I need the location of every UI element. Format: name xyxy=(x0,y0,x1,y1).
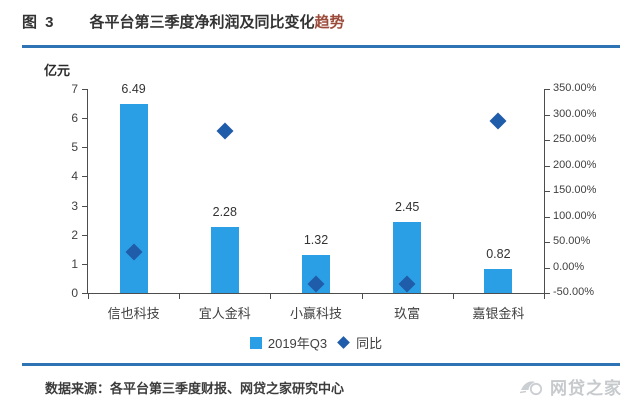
x-axis-tick xyxy=(88,294,89,299)
left-axis-tick-label: 0 xyxy=(71,286,78,300)
x-axis-tick xyxy=(270,294,272,299)
x-axis-tick xyxy=(361,294,363,299)
top-divider xyxy=(22,45,620,48)
bar xyxy=(210,226,239,293)
figure-title: 图 3 各平台第三季度净利润及同比变化趋势 xyxy=(22,11,345,32)
legend-item-bar-swatch xyxy=(249,336,262,349)
bar xyxy=(484,269,513,293)
right-axis-tick xyxy=(545,89,550,90)
right-axis-tick xyxy=(545,165,550,167)
left-y-axis-line xyxy=(87,89,88,293)
right-axis-tick xyxy=(545,216,550,218)
right-axis-tick xyxy=(545,140,550,141)
category-label: 嘉银金科 xyxy=(472,306,525,321)
category-label: 信也科技 xyxy=(107,306,160,321)
legend-item-bar-label: 2019年Q3 xyxy=(267,336,328,351)
category-label: 玖富 xyxy=(394,306,421,321)
right-axis-tick-label: -50.00% xyxy=(553,286,594,298)
left-axis-tick-label: 5 xyxy=(71,140,78,155)
left-axis-tick-label: 4 xyxy=(71,169,78,184)
left-axis-tick-label: 6 xyxy=(71,111,78,126)
right-axis-tick-label: 350.00% xyxy=(553,82,597,94)
yoy-diamond-marker xyxy=(489,112,507,130)
right-axis-tick xyxy=(545,114,550,116)
right-y-axis-line xyxy=(544,89,545,293)
left-axis-tick xyxy=(82,293,87,294)
bar-value-label: 2.45 xyxy=(395,199,420,214)
right-axis-tick-label: 50.00% xyxy=(553,235,591,247)
right-axis-tick-label: 100.00% xyxy=(553,209,597,222)
right-axis-tick-label: 300.00% xyxy=(553,107,597,120)
right-axis-tick xyxy=(545,242,550,243)
legend-item-yoy-swatch xyxy=(337,336,350,349)
figure-title-highlight: 趋势 xyxy=(314,14,345,31)
figure-number: 图 3 xyxy=(22,14,56,31)
x-axis-tick xyxy=(544,294,545,299)
wdzj-logo-icon xyxy=(519,380,543,395)
bar xyxy=(119,103,148,293)
left-axis-tick-label: 1 xyxy=(71,256,78,271)
figure-title-text: 各平台第三季度净利润及同比变化 xyxy=(89,14,315,31)
watermark: 网贷之家 xyxy=(519,374,622,399)
category-label: 宜人金科 xyxy=(198,306,251,321)
right-axis-tick xyxy=(545,293,550,294)
right-axis-tick xyxy=(545,191,550,192)
right-axis-tick-label: 150.00% xyxy=(553,184,597,196)
bar-value-label: 6.49 xyxy=(121,81,146,96)
left-axis-tick-label: 3 xyxy=(71,198,78,213)
left-axis-tick-label: 7 xyxy=(71,82,78,96)
bottom-divider xyxy=(22,363,620,366)
left-axis-tick xyxy=(82,89,87,90)
left-axis-tick xyxy=(82,147,87,149)
legend-item-bar: 2019年Q3 xyxy=(249,333,328,352)
left-axis-tick xyxy=(82,234,87,236)
left-axis-tick xyxy=(82,118,87,120)
right-axis-tick xyxy=(545,267,550,269)
category-label: 小赢科技 xyxy=(289,306,342,321)
right-axis-tick-label: 200.00% xyxy=(553,158,597,171)
left-axis-unit-label: 亿元 xyxy=(44,63,71,78)
right-axis-tick-label: 0.00% xyxy=(553,260,585,273)
left-axis-tick xyxy=(82,205,87,207)
x-axis-tick xyxy=(452,294,454,299)
bar-value-label: 0.82 xyxy=(486,247,511,262)
bar-value-label: 1.32 xyxy=(303,232,329,247)
watermark-text: 网贷之家 xyxy=(550,379,622,398)
left-axis-tick xyxy=(82,176,87,178)
yoy-diamond-marker xyxy=(216,122,234,140)
legend-item-yoy-label: 同比 xyxy=(356,336,383,351)
left-axis-tick-label: 2 xyxy=(71,227,78,242)
chart-legend: 2019年Q3 同比 xyxy=(88,333,544,352)
right-axis-tick-label: 250.00% xyxy=(553,133,597,145)
bar-value-label: 2.28 xyxy=(212,204,237,219)
x-axis-tick xyxy=(179,294,181,299)
left-axis-tick xyxy=(82,263,87,265)
legend-item-yoy: 同比 xyxy=(337,333,382,352)
x-axis-line xyxy=(87,293,545,294)
data-source-text: 数据来源：各平台第三季度财报、网贷之家研究中心 xyxy=(45,381,345,396)
